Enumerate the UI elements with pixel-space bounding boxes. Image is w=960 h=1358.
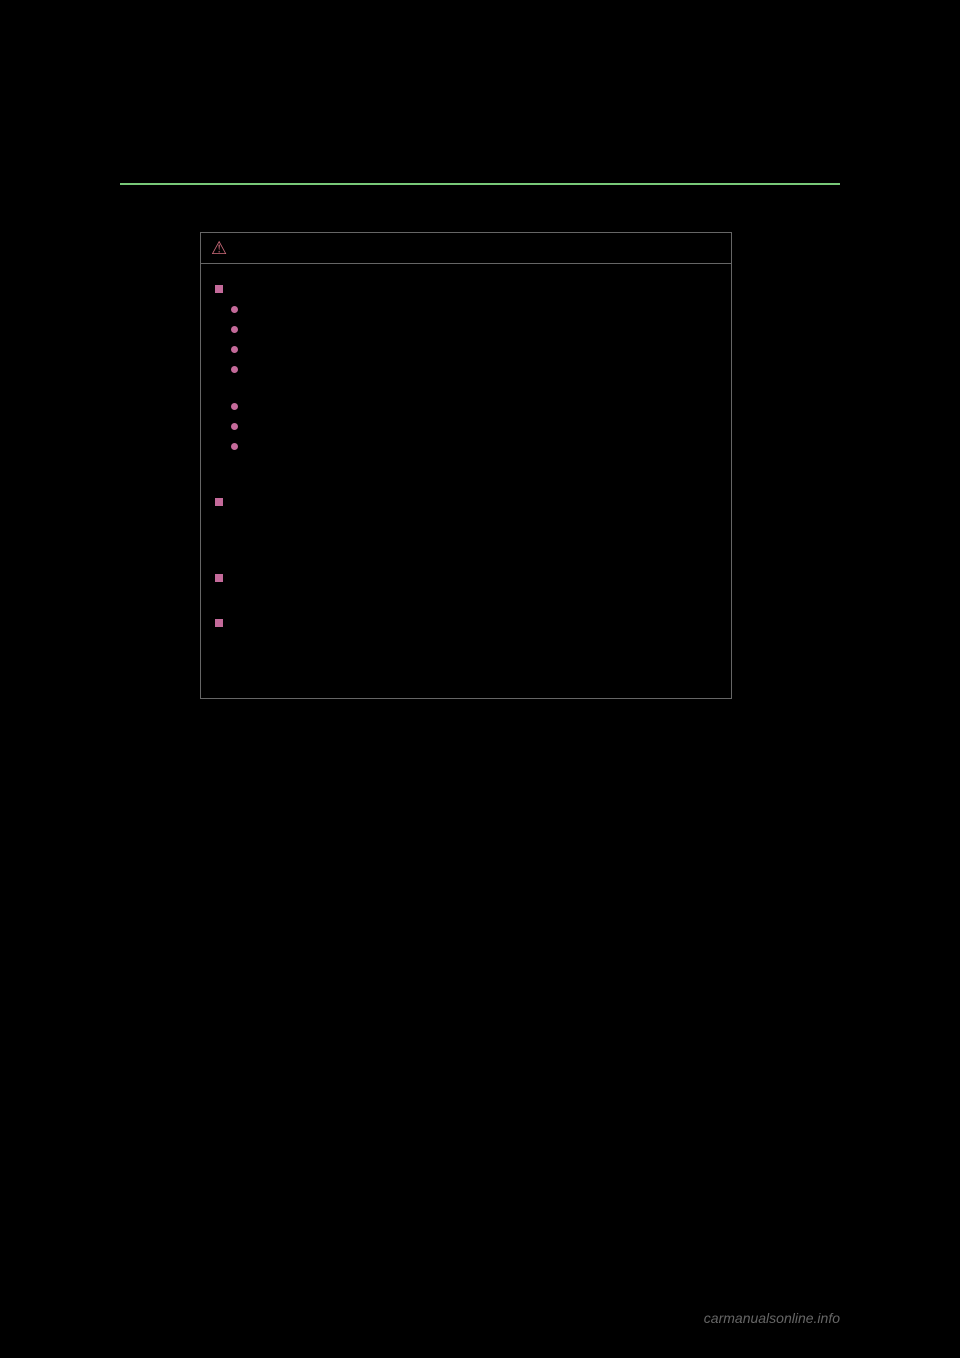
bullet-item: Do not place the keys near objects that … bbox=[231, 439, 717, 487]
warning-triangle-icon: ⚠ bbox=[211, 239, 227, 257]
page-number: 146 bbox=[120, 152, 150, 173]
section-heading: When an electronic key is lost bbox=[215, 616, 717, 632]
section-title: In case of a smart key system malfunctio… bbox=[231, 571, 627, 587]
bullet-item: Do not disassemble the keys. bbox=[231, 399, 717, 415]
square-bullet-icon bbox=[215, 498, 223, 506]
dot-icon bbox=[231, 346, 238, 353]
square-bullet-icon bbox=[215, 574, 223, 582]
page-header: 146 3-1. Key information bbox=[120, 152, 840, 173]
caution-title: CAUTION bbox=[235, 241, 294, 256]
section-heading: In case of a smart key system malfunctio… bbox=[215, 571, 717, 587]
bullet-item: Do not attach a sticker or anything else… bbox=[231, 419, 717, 435]
section-paragraph: Take your vehicle with all the electroni… bbox=[231, 592, 717, 608]
bullet-item: Do not get the keys wet or wash them in … bbox=[231, 342, 717, 358]
bullet-text: Do not attach metallic or magnetic mater… bbox=[246, 362, 717, 394]
bullet-item: Do not attach metallic or magnetic mater… bbox=[231, 362, 717, 394]
dot-icon bbox=[231, 423, 238, 430]
bullet-text: Do not drop the keys, subject them to st… bbox=[246, 302, 585, 318]
bullet-text: Do not disassemble the keys. bbox=[246, 399, 396, 415]
manual-id: HIGHLANDER_U (OM48F20U) bbox=[132, 190, 329, 206]
caution-box: ⚠ CAUTION To prevent key damage Do not d… bbox=[200, 232, 732, 699]
section-heading: To prevent key damage bbox=[215, 282, 717, 298]
bullet-item: Do not expose the keys to high temperatu… bbox=[231, 322, 717, 338]
dot-icon bbox=[231, 443, 238, 450]
dot-icon bbox=[231, 326, 238, 333]
bullet-text: Do not get the keys wet or wash them in … bbox=[246, 342, 581, 358]
section-paragraph: If the electronic key remains lost, the … bbox=[231, 636, 717, 684]
section-title: To prevent key damage bbox=[231, 282, 358, 298]
section-title: When an electronic key is lost bbox=[231, 616, 395, 632]
section-heading: Carrying the electronic key on your pers… bbox=[215, 495, 717, 511]
square-bullet-icon bbox=[215, 285, 223, 293]
bullet-text: Do not attach a sticker or anything else… bbox=[246, 419, 626, 435]
header-divider bbox=[120, 183, 840, 185]
dot-icon bbox=[231, 366, 238, 373]
caution-body: To prevent key damage Do not drop the ke… bbox=[201, 264, 731, 698]
chapter-reference: 3-1. Key information bbox=[168, 156, 284, 171]
bullet-item: Do not drop the keys, subject them to st… bbox=[231, 302, 717, 318]
section-paragraph: Carry the electronic key 3.9 in. (10 cm)… bbox=[231, 515, 717, 563]
caution-header: ⚠ CAUTION bbox=[201, 233, 731, 264]
square-bullet-icon bbox=[215, 619, 223, 627]
bullet-text: Do not place the keys near objects that … bbox=[246, 439, 717, 487]
section-title: Carrying the electronic key on your pers… bbox=[231, 495, 466, 511]
dot-icon bbox=[231, 403, 238, 410]
dot-icon bbox=[231, 306, 238, 313]
bullet-text: Do not expose the keys to high temperatu… bbox=[246, 322, 598, 338]
source-watermark: carmanualsonline.info bbox=[704, 1310, 840, 1326]
